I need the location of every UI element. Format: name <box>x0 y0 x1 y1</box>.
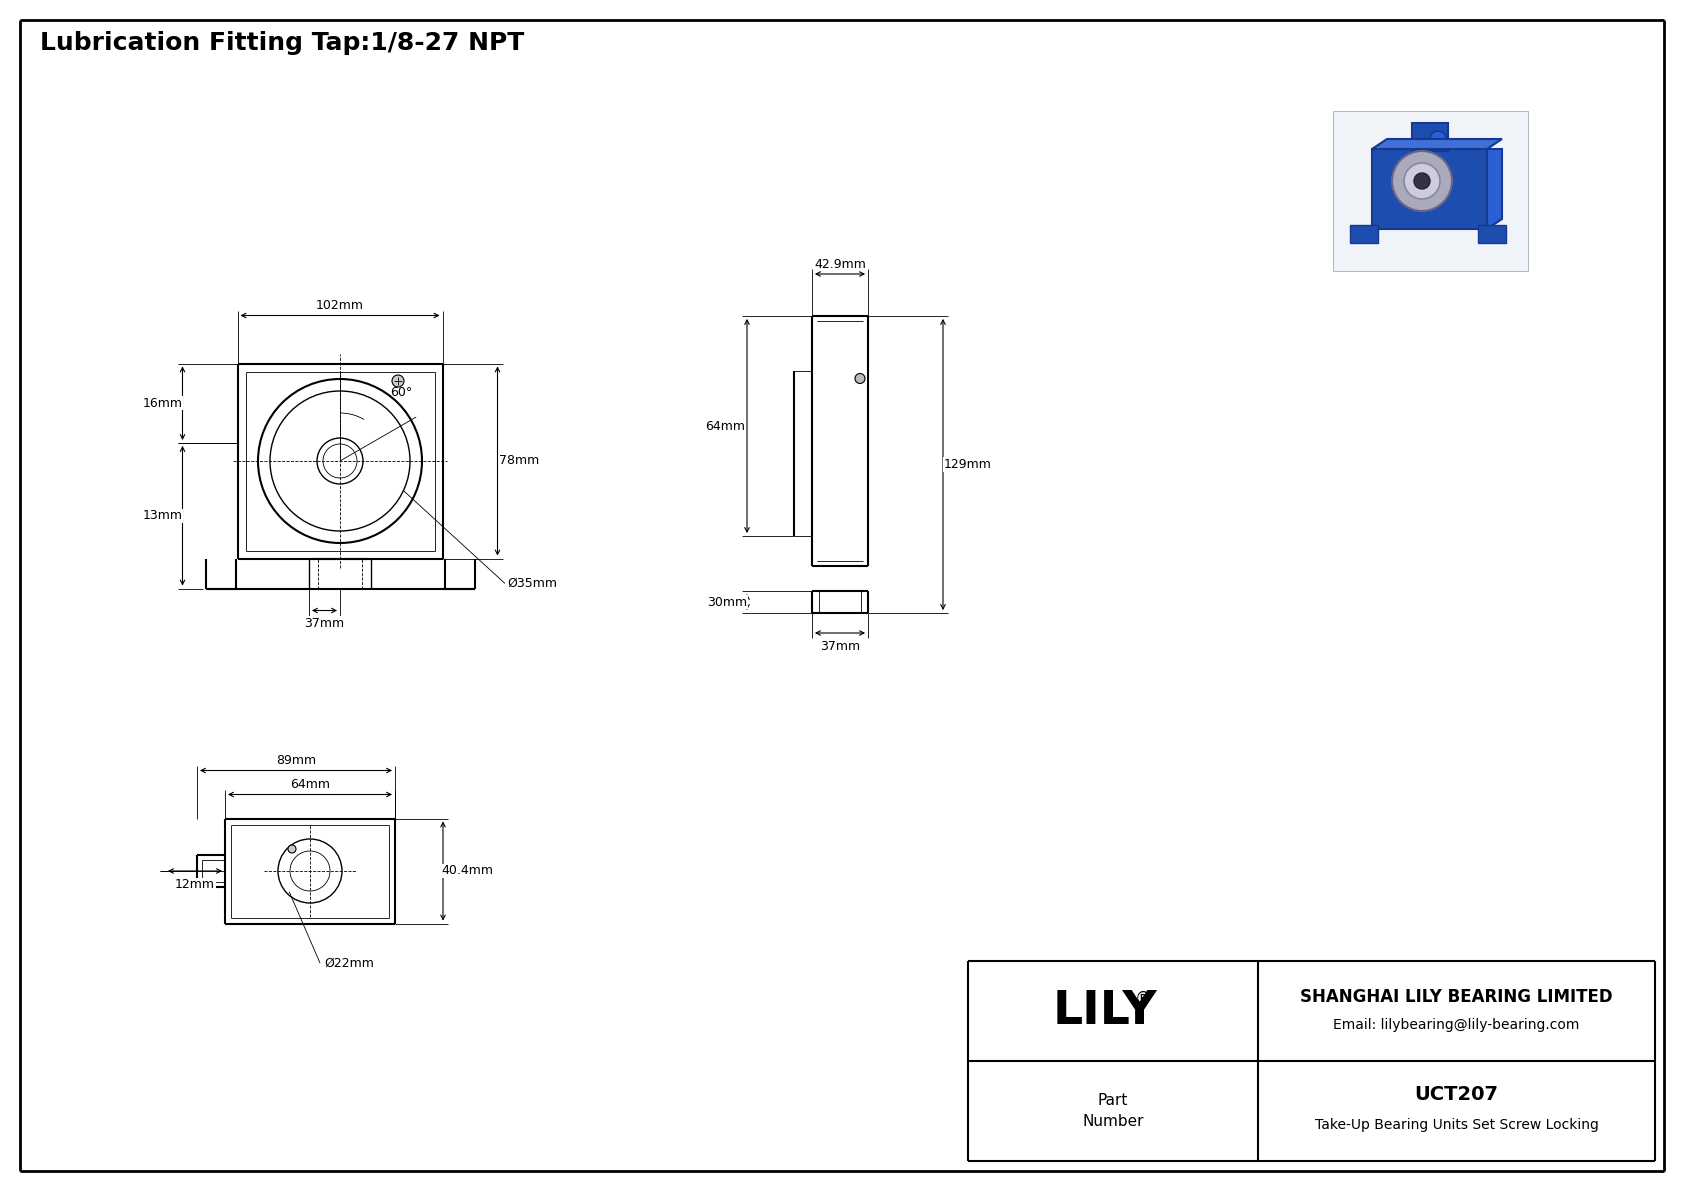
Text: 37mm: 37mm <box>305 617 345 630</box>
Text: 42.9mm: 42.9mm <box>813 257 866 270</box>
Text: 102mm: 102mm <box>317 299 364 312</box>
Text: SHANGHAI LILY BEARING LIMITED: SHANGHAI LILY BEARING LIMITED <box>1300 989 1613 1006</box>
Text: 30mm: 30mm <box>707 596 748 609</box>
Text: ®: ® <box>1135 990 1152 1008</box>
Text: 37mm: 37mm <box>820 640 861 653</box>
Circle shape <box>1393 151 1452 211</box>
Text: 78mm: 78mm <box>500 455 539 468</box>
Circle shape <box>1430 131 1447 146</box>
Text: 60°: 60° <box>391 386 413 399</box>
Polygon shape <box>1372 139 1502 149</box>
Bar <box>1332 111 1527 272</box>
Circle shape <box>1404 163 1440 199</box>
Text: 64mm: 64mm <box>706 419 744 432</box>
Text: 12mm: 12mm <box>175 879 216 892</box>
Bar <box>1372 149 1487 229</box>
Circle shape <box>1415 173 1430 189</box>
Polygon shape <box>1487 149 1502 229</box>
Text: 64mm: 64mm <box>290 778 330 791</box>
Text: 16mm: 16mm <box>143 397 182 410</box>
Text: LILY: LILY <box>1052 989 1157 1034</box>
Bar <box>1411 123 1448 151</box>
Circle shape <box>392 375 404 387</box>
Text: Ø22mm: Ø22mm <box>323 956 374 969</box>
Text: Part
Number: Part Number <box>1083 1093 1143 1129</box>
Bar <box>1479 225 1505 243</box>
Circle shape <box>288 844 296 853</box>
Bar <box>1351 225 1378 243</box>
Text: 40.4mm: 40.4mm <box>441 865 493 878</box>
Text: 129mm: 129mm <box>945 459 992 470</box>
Text: Email: lilybearing@lily-bearing.com: Email: lilybearing@lily-bearing.com <box>1334 1018 1580 1031</box>
Circle shape <box>855 374 866 384</box>
Text: Lubrication Fitting Tap:1/8-27 NPT: Lubrication Fitting Tap:1/8-27 NPT <box>40 31 524 55</box>
Text: UCT207: UCT207 <box>1415 1085 1499 1104</box>
Text: Take-Up Bearing Units Set Screw Locking: Take-Up Bearing Units Set Screw Locking <box>1315 1118 1598 1131</box>
Text: Ø35mm: Ø35mm <box>507 576 557 590</box>
Text: 13mm: 13mm <box>143 510 182 522</box>
Text: 89mm: 89mm <box>276 754 317 767</box>
